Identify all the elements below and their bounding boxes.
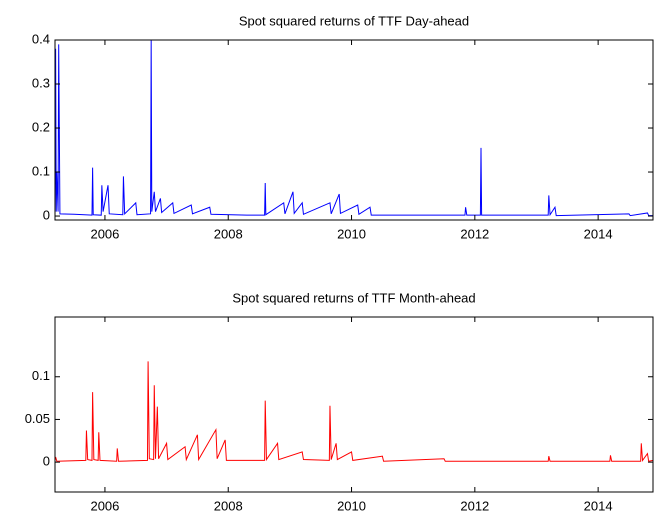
data-line xyxy=(54,39,653,217)
x-tick-label: 2010 xyxy=(337,226,366,241)
y-tick-label: 0.05 xyxy=(25,411,50,426)
x-tick-label: 2012 xyxy=(460,226,489,241)
chart-title: Spot squared returns of TTF Month-ahead xyxy=(232,290,475,305)
x-tick-label: 2006 xyxy=(90,226,119,241)
y-tick-label: 0.3 xyxy=(32,75,50,90)
y-tick-label: 0.1 xyxy=(32,368,50,383)
x-tick-label: 2012 xyxy=(460,498,489,513)
x-tick-label: 2014 xyxy=(584,498,613,513)
y-tick-label: 0.4 xyxy=(32,31,50,46)
data-line xyxy=(54,361,654,462)
y-tick-label: 0 xyxy=(43,207,50,222)
plot-frame xyxy=(54,316,654,493)
chart-title: Spot squared returns of TTF Day-ahead xyxy=(239,13,469,28)
y-tick-label: 0 xyxy=(43,454,50,469)
x-tick-label: 2014 xyxy=(584,226,613,241)
y-tick-label: 0.1 xyxy=(32,163,50,178)
x-tick-label: 2008 xyxy=(214,498,243,513)
plot-frame xyxy=(54,39,654,221)
y-tick-label: 0.2 xyxy=(32,119,50,134)
x-tick-label: 2010 xyxy=(337,498,366,513)
x-tick-label: 2008 xyxy=(214,226,243,241)
x-tick-label: 2006 xyxy=(90,498,119,513)
